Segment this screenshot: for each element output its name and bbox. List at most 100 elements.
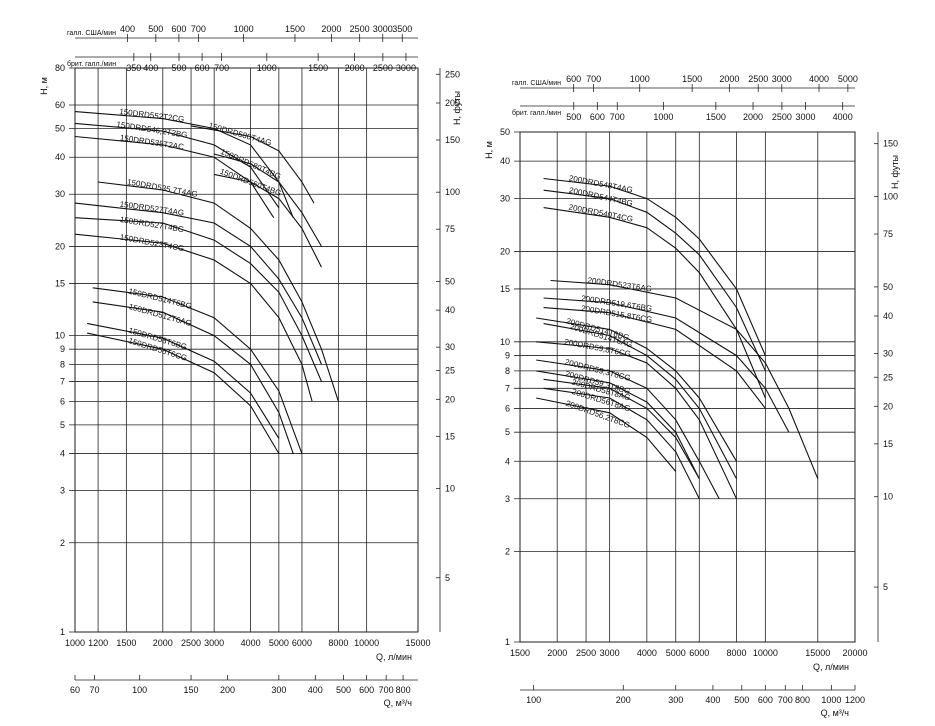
curve-200drd514t6ag <box>543 323 737 479</box>
feet-tick-label: 200 <box>445 98 460 108</box>
x-tick-label: 2500 <box>181 638 201 648</box>
curve-200drd56-2t8cg <box>536 397 677 472</box>
gallon-axis-label: брит. галл./мин <box>512 109 561 117</box>
y-tick-label: 50 <box>55 123 65 133</box>
gallon-tick-label: 600 <box>171 24 186 34</box>
y-axis-label: H, м <box>484 141 494 159</box>
m3h-tick-label: 60 <box>70 685 80 695</box>
y-tick-label: 30 <box>500 194 510 204</box>
series-label: 150DRD580T4AG <box>208 121 273 147</box>
curve-200drd56t8ag <box>543 387 700 500</box>
gallon-tick-label: 3500 <box>392 24 412 34</box>
x-tick-label: 10000 <box>753 648 778 658</box>
gallon-tick-label: 2000 <box>719 74 739 84</box>
feet-tick-label: 30 <box>883 348 893 358</box>
feet-tick-label: 75 <box>445 224 455 234</box>
m3h-tick-label: 200 <box>616 695 631 705</box>
gallon-tick-label: 4000 <box>809 74 829 84</box>
x-tick-label: 10000 <box>354 638 379 648</box>
x-tick-label: 15000 <box>405 638 430 648</box>
y-tick-label: 40 <box>500 156 510 166</box>
gallon-tick-label: 5000 <box>838 74 858 84</box>
series-label: 200DRD523T6AG <box>587 276 653 294</box>
m3h-tick-label: 800 <box>795 695 810 705</box>
m3h-tick-label: 400 <box>705 695 720 705</box>
x-tick-label: 4000 <box>241 638 261 648</box>
m3h-tick-label: 500 <box>336 685 351 695</box>
gallon-tick-label: 1500 <box>706 112 726 122</box>
m3h-tick-label: 300 <box>271 685 286 695</box>
curve-150drd512t6ag <box>92 301 294 454</box>
x-tick-label: 4000 <box>637 648 657 658</box>
m3h-tick-label: 100 <box>132 685 147 695</box>
gallon-tick-label: 2000 <box>743 112 763 122</box>
chart-panel-2: 1500 2000 2500 3000 4000 5000 6000 8000 10000 150… <box>484 74 900 718</box>
feet-tick-label: 25 <box>445 366 455 376</box>
m3h-tick-label: 600 <box>359 685 374 695</box>
curve-200drd523t6ag <box>550 279 819 479</box>
curve-200drd544t4bg <box>543 189 766 372</box>
gallon-tick-label: 4000 <box>833 112 853 122</box>
y-tick-label: 8 <box>60 359 65 369</box>
x-tick-label: 8000 <box>328 638 348 648</box>
feet-axis-label: H, футы <box>890 155 900 189</box>
curve-150drd580t4ag <box>191 125 315 204</box>
x-tick-label: 5000 <box>666 648 686 658</box>
feet-tick-label: 10 <box>445 484 455 494</box>
curve-200drd59-3t8bg <box>536 370 700 479</box>
x-tick-label: 3000 <box>600 648 620 658</box>
curve-200drd58t8ag <box>543 378 700 479</box>
gallon-tick-label: 1000 <box>653 112 673 122</box>
gallon-tick-label: 500 <box>171 63 186 73</box>
gallon-tick-label: 700 <box>214 63 229 73</box>
x-tick-label: 5000 <box>269 638 289 648</box>
y-tick-label: 7 <box>505 383 510 393</box>
m3h-axis-label: Q, м³/ч <box>384 698 413 708</box>
m3h-tick-label: 400 <box>308 685 323 695</box>
series-label: 150DRD523T4CG <box>119 233 185 254</box>
x-tick-label: 3000 <box>204 638 224 648</box>
series-label: 150DRD527T4AG <box>119 200 185 218</box>
feet-tick-label: 50 <box>883 282 893 292</box>
feet-axis-label: H, футы <box>452 91 462 125</box>
x-tick-label: 2000 <box>153 638 173 648</box>
y-tick-label: 3 <box>60 486 65 496</box>
gallon-tick-label: 600 <box>590 112 605 122</box>
curve-150drd514t6bg <box>92 287 303 454</box>
x-tick-label: 1500 <box>510 648 530 658</box>
feet-tick-label: 75 <box>883 229 893 239</box>
m3h-tick-label: 1200 <box>845 695 865 705</box>
y-tick-label: 50 <box>500 127 510 137</box>
gallon-tick-label: 2500 <box>373 63 393 73</box>
gallon-tick-label: 3000 <box>396 63 416 73</box>
gallon-axis-label: галл. США/мин <box>67 30 116 37</box>
feet-tick-label: 100 <box>445 187 460 197</box>
y-tick-label: 3 <box>505 494 510 504</box>
gallon-tick-label: 600 <box>195 63 210 73</box>
feet-tick-label: 40 <box>445 305 455 315</box>
y-tick-label: 9 <box>505 351 510 361</box>
gallon-tick-label: 600 <box>566 74 581 84</box>
feet-tick-label: 100 <box>883 192 898 202</box>
gallon-tick-label: 700 <box>610 112 625 122</box>
feet-tick-label: 25 <box>883 372 893 382</box>
x-tick-label: 1500 <box>116 638 136 648</box>
feet-tick-label: 150 <box>445 135 460 145</box>
feet-tick-label: 5 <box>445 573 450 583</box>
y-tick-label: 6 <box>60 396 65 406</box>
gallon-tick-label: 3000 <box>795 112 815 122</box>
gallon-tick-label: 2000 <box>345 63 365 73</box>
y-tick-label: 7 <box>60 377 65 387</box>
feet-tick-label: 40 <box>883 311 893 321</box>
curve-150drd56t6cg <box>86 332 280 454</box>
x-axis-label: Q, л/мин <box>813 662 849 672</box>
gallon-tick-label: 3000 <box>373 24 393 34</box>
gallon-tick-label: 350 <box>126 63 141 73</box>
y-tick-label: 20 <box>500 246 510 256</box>
m3h-tick-label: 200 <box>220 685 235 695</box>
curve-200drd514t6bg <box>536 317 737 462</box>
curve-150drd552t2cg <box>74 111 294 218</box>
x-tick-label: 6000 <box>292 638 312 648</box>
m3h-tick-label: 700 <box>379 685 394 695</box>
feet-tick-label: 30 <box>445 342 455 352</box>
